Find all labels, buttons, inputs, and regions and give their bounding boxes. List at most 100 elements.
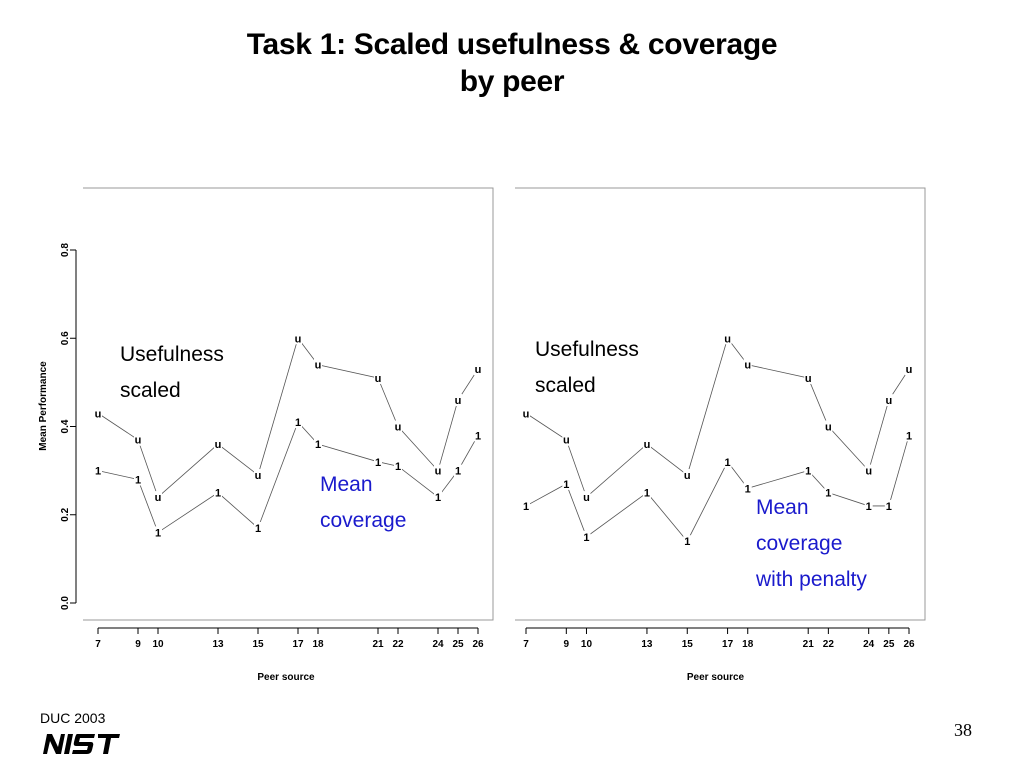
data-point-1: 1 — [215, 488, 221, 500]
data-point-1: 1 — [825, 488, 831, 500]
data-point-1: 1 — [315, 439, 321, 451]
point-marker-bg — [154, 526, 162, 539]
point-marker-bg — [864, 499, 873, 512]
x-tick-label: 9 — [564, 639, 570, 650]
point-marker-bg — [562, 433, 571, 446]
data-point-1: 1 — [725, 457, 731, 469]
point-marker-bg — [434, 491, 442, 504]
point-marker-bg — [94, 464, 102, 477]
y-tick-label: 0.6 — [60, 331, 71, 345]
annotation-line: Usefulness — [535, 338, 639, 361]
data-point-u: u — [155, 492, 162, 504]
point-marker-bg — [743, 358, 752, 371]
plot-frame — [83, 187, 494, 621]
data-point-1: 1 — [684, 536, 690, 548]
point-marker-bg — [214, 486, 222, 499]
data-point-u: u — [215, 439, 222, 451]
annotation-usefulness: Usefulness scaled — [535, 338, 639, 397]
y-axis-label: Mean Performance — [38, 361, 49, 451]
annotation-usefulness: Usefulness scaled — [120, 343, 224, 402]
point-marker-bg — [723, 332, 732, 345]
annotation-coverage: Mean coverage with penalty — [755, 496, 867, 591]
point-marker-bg — [683, 469, 692, 482]
point-marker-bg — [94, 407, 102, 420]
data-point-u: u — [805, 373, 812, 385]
data-point-u: u — [295, 333, 302, 345]
x-tick-label: 22 — [823, 639, 835, 650]
data-point-u: u — [475, 364, 482, 376]
point-marker-bg — [562, 477, 571, 490]
point-marker-bg — [522, 499, 530, 512]
annotation-line: coverage — [756, 532, 842, 555]
data-point-1: 1 — [866, 501, 872, 513]
point-marker-bg — [374, 455, 382, 468]
page-number: 38 — [954, 720, 972, 740]
x-tick-label: 13 — [212, 639, 224, 650]
data-point-1: 1 — [583, 532, 589, 544]
plot-frame — [515, 187, 926, 621]
x-axis-label: Peer source — [257, 672, 315, 683]
data-point-1: 1 — [95, 466, 101, 478]
point-marker-bg — [294, 416, 302, 429]
x-tick-label: 10 — [152, 639, 164, 650]
x-tick-label: 18 — [742, 639, 754, 650]
y-tick-label: 0.8 — [60, 243, 71, 257]
x-tick-label: 26 — [903, 639, 915, 650]
point-marker-bg — [214, 438, 222, 451]
title-line-2: by peer — [459, 65, 565, 98]
data-point-u: u — [684, 470, 691, 482]
data-point-1: 1 — [375, 457, 381, 469]
data-point-u: u — [744, 360, 751, 372]
data-point-u: u — [865, 466, 872, 478]
point-marker-bg — [254, 521, 262, 534]
title-line-1: Task 1: Scaled usefulness & coverage — [246, 28, 778, 61]
data-point-1: 1 — [563, 479, 569, 491]
annotation-line: Mean — [756, 496, 809, 519]
x-tick-label: 15 — [252, 639, 264, 650]
x-tick-label: 26 — [472, 639, 484, 650]
data-point-1: 1 — [805, 466, 811, 478]
x-tick-label: 17 — [722, 639, 734, 650]
point-marker-bg — [642, 486, 651, 499]
point-marker-bg — [804, 464, 813, 477]
annotation-line: coverage — [320, 509, 406, 532]
annotation-line: Usefulness — [120, 343, 224, 366]
point-marker-bg — [582, 530, 591, 543]
data-point-u: u — [885, 395, 892, 407]
x-tick-label: 15 — [682, 639, 694, 650]
data-point-u: u — [135, 435, 142, 447]
x-tick-label: 21 — [372, 639, 384, 650]
point-marker-bg — [522, 407, 530, 420]
nist-logo — [43, 734, 120, 754]
data-point-u: u — [644, 439, 651, 451]
series-line-u — [525, 337, 910, 498]
point-marker-bg — [723, 455, 732, 468]
charts-area: 0.0 0.2 0.4 0.6 0.8 Mean Performance 7 9 10 13 15 1… — [38, 187, 926, 683]
x-tick-label: 18 — [312, 639, 324, 650]
point-marker-bg — [884, 499, 893, 512]
data-point-u: u — [583, 492, 590, 504]
x-tick-label: 24 — [432, 639, 444, 650]
y-tick-label: 0.4 — [60, 419, 71, 433]
point-marker-bg — [474, 429, 482, 442]
x-tick-label: 25 — [883, 639, 895, 650]
x-tick-label: 7 — [523, 639, 529, 650]
data-point-1: 1 — [886, 501, 892, 513]
annotation-coverage: Mean coverage — [320, 473, 406, 532]
slide-title: Task 1: Scaled usefulness & coverage by … — [0, 26, 1024, 100]
chart-panel-1: 0.0 0.2 0.4 0.6 0.8 Mean Performance 7 9 10 13 15 1… — [38, 187, 494, 683]
point-marker-bg — [134, 433, 142, 446]
point-marker-bg — [134, 473, 142, 486]
x-tick-label: 22 — [392, 639, 404, 650]
x-tick-label: 21 — [803, 639, 815, 650]
point-marker-bg — [454, 394, 462, 407]
data-point-u: u — [906, 364, 913, 376]
data-point-1: 1 — [435, 492, 441, 504]
data-point-1: 1 — [745, 483, 751, 495]
x-tick-label: 24 — [863, 639, 875, 650]
footer-label: DUC 2003 — [40, 710, 106, 726]
data-point-u: u — [435, 466, 442, 478]
point-marker-bg — [804, 371, 813, 384]
data-point-1: 1 — [644, 488, 650, 500]
data-point-1: 1 — [295, 417, 301, 429]
